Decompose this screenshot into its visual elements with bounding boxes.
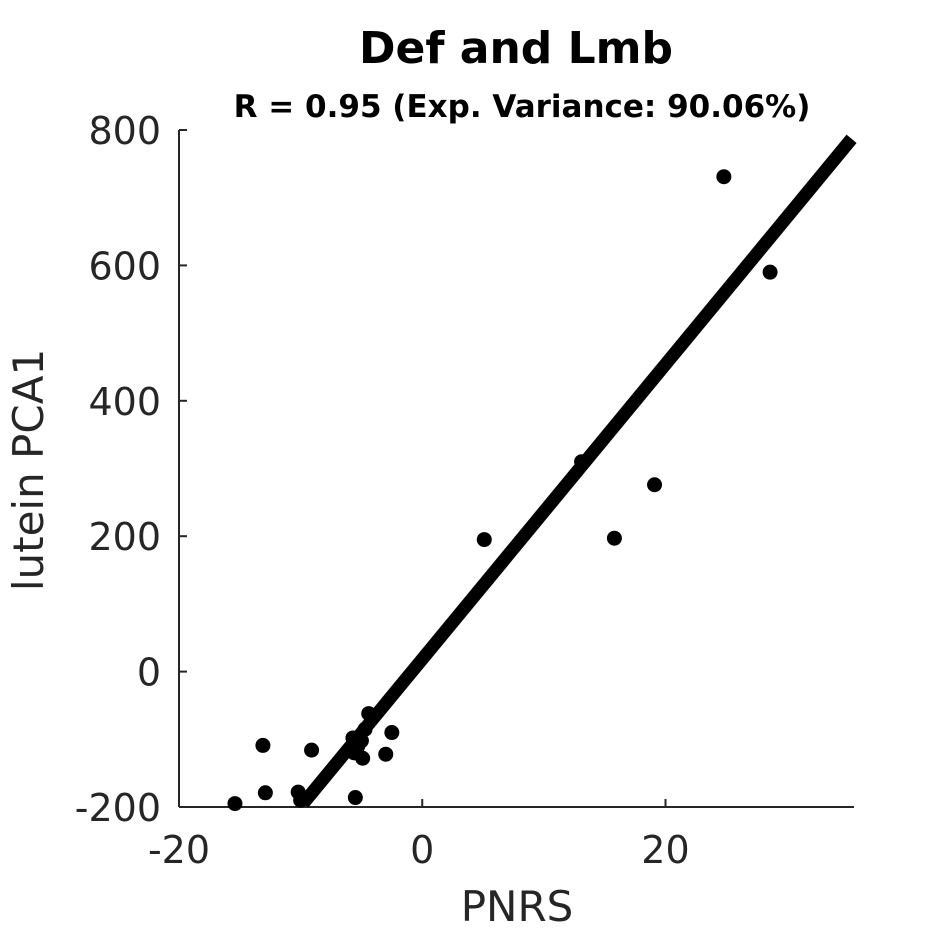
- y-tick-label: -200: [75, 786, 161, 830]
- data-point: [361, 706, 377, 722]
- data-point: [357, 721, 373, 737]
- data-point: [293, 792, 309, 808]
- data-point: [716, 169, 732, 185]
- data-point: [378, 746, 394, 762]
- fit-line-layer: [298, 134, 857, 808]
- data-point: [384, 725, 400, 741]
- data-point: [606, 530, 622, 546]
- x-ticks: -20 0 20: [148, 799, 690, 872]
- data-point: [255, 737, 271, 753]
- y-tick-label: 800: [88, 109, 161, 153]
- x-tick-label: -20: [148, 828, 210, 872]
- y-axis-label: lutein PCA1: [4, 349, 53, 591]
- data-point: [353, 733, 369, 749]
- chart-title: Def and Lmb: [359, 23, 673, 74]
- data-point: [347, 790, 363, 806]
- x-axis-label: PNRS: [461, 882, 574, 931]
- x-tick-label: 0: [410, 828, 434, 872]
- data-point: [647, 477, 663, 493]
- y-tick-label: 400: [88, 380, 161, 424]
- data-point: [257, 785, 273, 801]
- fit-line: [298, 134, 857, 808]
- y-ticks: -200 0 200 400 600 800: [75, 109, 187, 830]
- data-point: [574, 454, 590, 470]
- data-point: [476, 532, 492, 548]
- y-tick-label: 600: [88, 244, 161, 288]
- data-point: [304, 742, 320, 758]
- data-points: [227, 169, 778, 812]
- data-point: [355, 750, 371, 766]
- y-tick-label: 0: [137, 651, 161, 695]
- chart-subtitle: R = 0.95 (Exp. Variance: 90.06%): [234, 89, 811, 125]
- data-point: [227, 796, 243, 812]
- x-tick-label: 20: [641, 828, 689, 872]
- y-tick-label: 200: [88, 515, 161, 559]
- data-point: [762, 264, 778, 280]
